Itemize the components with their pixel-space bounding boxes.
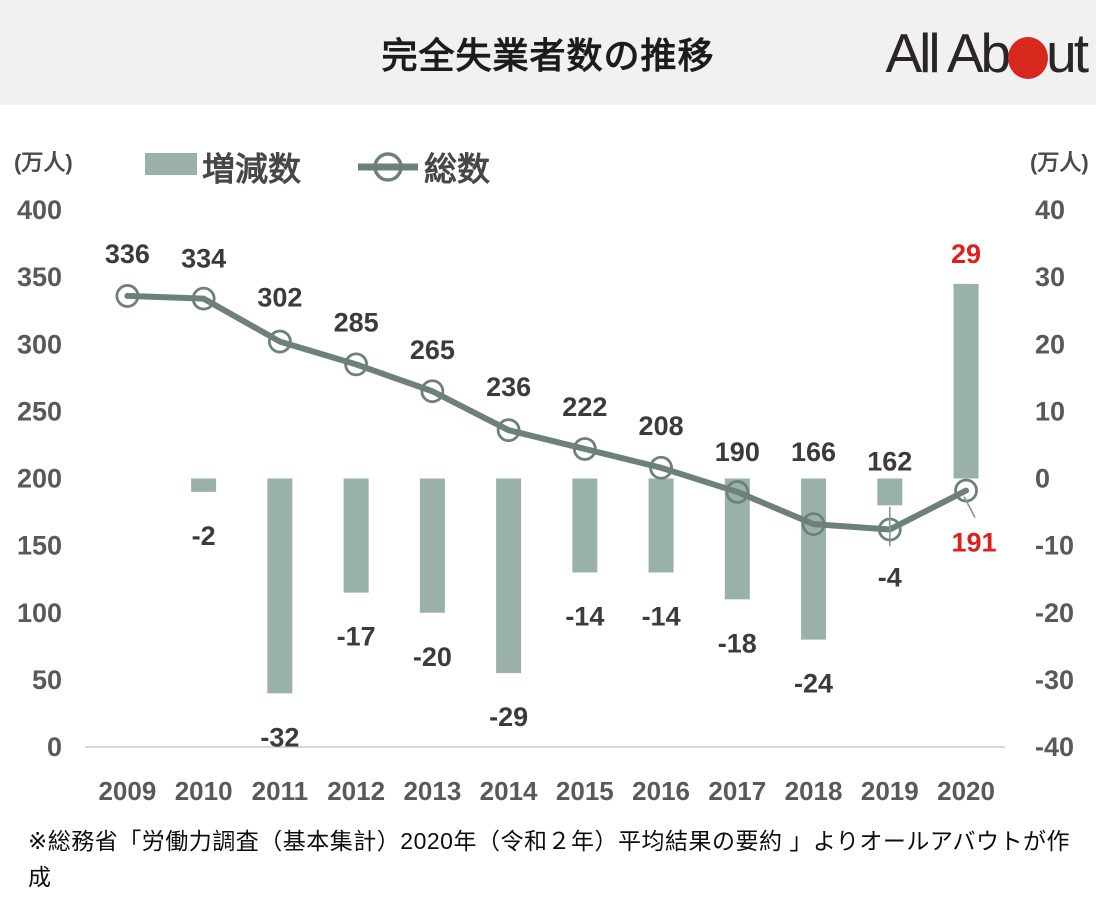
bar-2020 xyxy=(953,283,979,479)
left-axis-tick: 400 xyxy=(17,195,62,225)
line-value-label: 334 xyxy=(181,244,226,274)
right-axis-tick: -30 xyxy=(1035,665,1074,695)
line-marker-2012 xyxy=(344,352,369,377)
source-note: ※総務省「労働力調査（基本集計）2020年（令和２年）平均結果の要約 」よりオー… xyxy=(28,824,1074,895)
line-value-label: 191 xyxy=(952,528,997,558)
header: 完全失業者数の推移 All Ab ut xyxy=(0,0,1096,105)
right-axis-tick: 0 xyxy=(1035,464,1050,494)
line-value-label: 222 xyxy=(562,392,607,422)
right-axis-unit: (万人) xyxy=(1030,150,1089,175)
line-marker-2013 xyxy=(420,379,445,404)
left-axis-unit: (万人) xyxy=(14,150,73,175)
right-axis-tick: 10 xyxy=(1035,396,1065,426)
line-marker-2017 xyxy=(725,480,750,504)
x-axis-year-label: 2012 xyxy=(327,776,385,806)
bar-value-label: -14 xyxy=(642,601,681,631)
x-axis-year-label: 2010 xyxy=(175,776,233,806)
legend-bar-label: 増減数 xyxy=(202,151,302,188)
logo-red-dot-icon xyxy=(1008,36,1049,79)
left-axis-tick: 350 xyxy=(17,262,62,292)
line-marker-2011 xyxy=(267,329,292,354)
bar-value-label: -20 xyxy=(413,642,452,672)
bar-value-label: -32 xyxy=(260,722,299,752)
bar-2010 xyxy=(191,478,217,492)
x-axis-year-label: 2018 xyxy=(785,776,843,806)
left-axis-tick: 250 xyxy=(17,396,62,426)
right-axis-tick: 30 xyxy=(1035,262,1065,292)
x-axis-year-label: 2011 xyxy=(252,776,308,806)
bar-2015 xyxy=(572,478,598,573)
bar-value-label: -24 xyxy=(794,669,833,699)
bar-value-label: -18 xyxy=(718,628,757,658)
line-marker-2018 xyxy=(801,512,826,537)
bar-2012 xyxy=(343,478,369,593)
logo-text-right: ut xyxy=(1046,21,1089,84)
right-axis-tick: -20 xyxy=(1035,598,1074,628)
right-axis-tick: -40 xyxy=(1035,732,1074,762)
bar-2013 xyxy=(419,478,445,613)
x-axis-year-label: 2020 xyxy=(937,776,995,806)
x-axis-year-label: 2009 xyxy=(98,776,156,806)
legend-line-marker-icon xyxy=(373,152,403,182)
line-value-label: 236 xyxy=(486,372,531,402)
line-marker-2009 xyxy=(115,284,140,308)
x-axis-year-label: 2019 xyxy=(861,776,919,806)
right-axis-tick: 40 xyxy=(1035,195,1065,225)
left-axis-tick: 0 xyxy=(47,732,62,762)
bar-value-label: -2 xyxy=(192,521,216,551)
bar-value-label: -14 xyxy=(565,601,604,631)
left-axis-tick: 150 xyxy=(17,531,62,561)
right-axis-tick: 20 xyxy=(1035,329,1065,359)
bar-2011 xyxy=(267,478,293,694)
bar-2018 xyxy=(801,478,827,640)
left-axis-tick: 200 xyxy=(17,464,62,494)
left-axis-tick: 50 xyxy=(32,665,62,695)
line-value-label: 190 xyxy=(715,437,760,467)
line-value-label: 162 xyxy=(867,447,912,477)
right-axis-tick: -10 xyxy=(1035,531,1074,561)
x-axis-year-label: 2013 xyxy=(403,776,461,806)
leader-line-2020 xyxy=(963,496,976,518)
total-line-series xyxy=(124,292,970,533)
bar-value-label: -17 xyxy=(337,622,376,652)
bar-value-label: 29 xyxy=(951,239,981,269)
line-value-label: 285 xyxy=(334,307,379,337)
line-value-label: 166 xyxy=(791,437,836,467)
left-axis-tick: 100 xyxy=(17,598,62,628)
bar-2016 xyxy=(648,478,674,573)
line-value-label: 208 xyxy=(639,411,684,441)
left-axis-tick: 300 xyxy=(17,329,62,359)
line-marker-2015 xyxy=(572,437,597,461)
bar-value-label: -4 xyxy=(878,562,902,592)
page-title: 完全失業者数の推移 xyxy=(381,34,715,76)
line-value-label: 336 xyxy=(105,239,150,269)
line-marker-2010 xyxy=(191,286,216,311)
unemployment-combo-chart: (万人) (万人)40035030025020015010050040302010… xyxy=(14,150,1089,806)
logo-text-left: All Ab xyxy=(885,21,1011,84)
source-text: ※総務省「労働力調査（基本集計）2020年（令和２年）平均結果の要約 」よりオー… xyxy=(28,828,1070,890)
x-axis-year-label: 2017 xyxy=(708,776,766,806)
legend-bar-swatch xyxy=(145,153,197,175)
x-axis-year-label: 2014 xyxy=(480,776,538,806)
line-marker-2016 xyxy=(649,455,673,480)
x-axis-year-label: 2015 xyxy=(556,776,614,806)
legend-line-label: 総数 xyxy=(424,151,491,188)
line-value-label: 265 xyxy=(410,335,455,365)
bar-2014 xyxy=(496,478,522,674)
x-axis-year-label: 2016 xyxy=(632,776,690,806)
bar-value-label: -29 xyxy=(489,702,528,732)
bar-2019 xyxy=(877,478,903,506)
allabout-logo: All Ab ut xyxy=(885,0,1089,105)
line-value-label: 302 xyxy=(257,283,302,313)
line-marker-2014 xyxy=(496,418,521,443)
